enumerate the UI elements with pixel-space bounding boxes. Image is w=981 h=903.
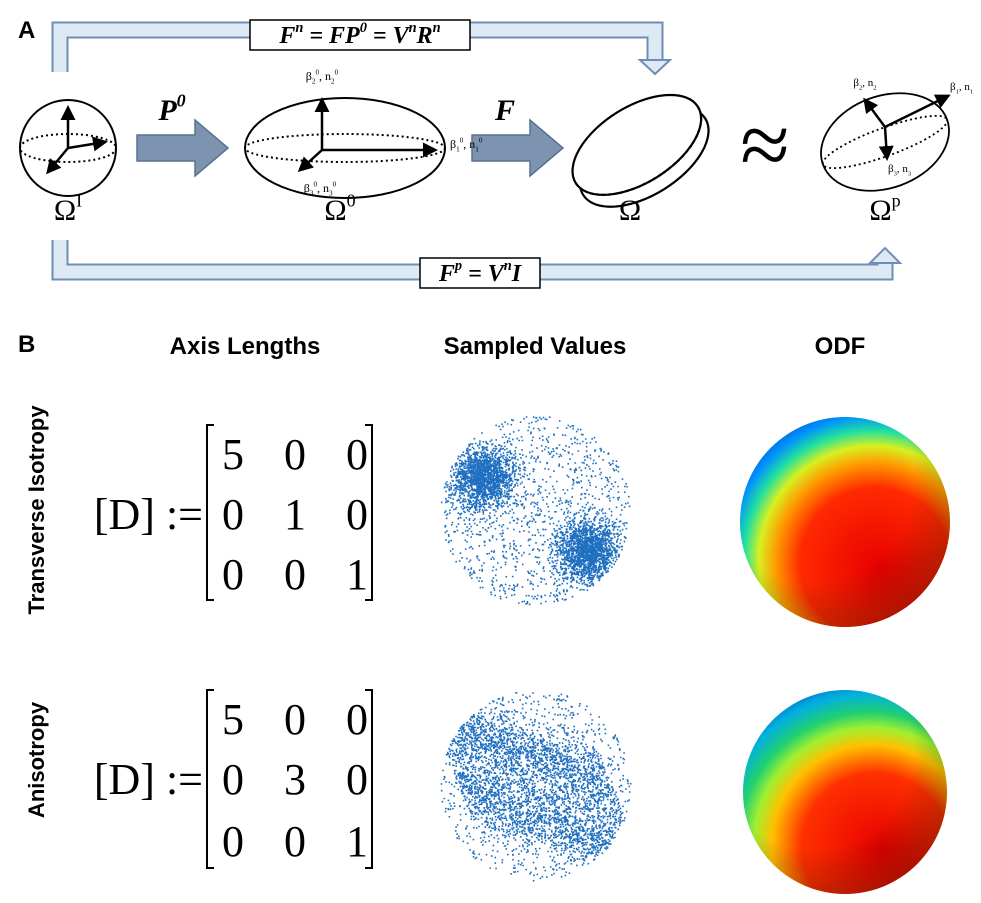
unit-sphere (20, 100, 116, 196)
matrix-entry: 0 (284, 695, 306, 744)
figure: AFn = FP0 = VnRnFp = VnIP0F≈ΩIΩ0ΩΩpβ20, … (0, 0, 981, 903)
subscript: 2 (331, 78, 335, 86)
subscript: 2 (312, 78, 316, 86)
axis-label: β10, n10 (450, 137, 483, 154)
odf-sphere (743, 690, 947, 894)
text-part: , n (862, 77, 874, 89)
superscript: p (453, 258, 462, 274)
matrix-entry: 0 (222, 490, 244, 539)
superscript: n (409, 20, 417, 36)
matrix-entry: 5 (222, 695, 244, 744)
column-header: Sampled Values (444, 333, 627, 360)
text-part: I (511, 261, 523, 287)
text-part: , n (319, 69, 331, 83)
subscript: 3 (908, 170, 912, 177)
matrix-entry: 0 (222, 817, 244, 866)
text-part: Ω (54, 194, 76, 227)
subscript: 1 (456, 146, 460, 154)
matrix-prefix: [D] := (94, 755, 203, 804)
matrix-entry: 3 (284, 755, 306, 804)
matrix-entry: 0 (284, 430, 306, 479)
text-part: = V (462, 261, 506, 287)
approx-sign: ≈ (740, 96, 789, 195)
sampled-values (441, 416, 632, 881)
ellipsoid (807, 76, 963, 208)
matrix-prefix: [D] := (94, 490, 203, 539)
axis-label: β20, n20 (306, 69, 339, 86)
text-part: F (438, 261, 455, 287)
text-part: , n (317, 181, 329, 195)
matrix-entry: 0 (346, 755, 368, 804)
arrow-label: P0 (157, 91, 185, 128)
shape-label: ΩI (54, 191, 82, 228)
arrow-label: F (494, 94, 515, 127)
text-part: Ω (869, 194, 891, 227)
matrix-entry: 0 (346, 490, 368, 539)
ellipsoid (245, 98, 445, 198)
equation: Fn = FP0 = VnRn (278, 20, 440, 49)
matrix-entry: 0 (284, 817, 306, 866)
matrix-entry: 0 (222, 755, 244, 804)
superscript: 0 (360, 20, 367, 36)
subscript: 2 (873, 84, 876, 91)
matrix-entry: 0 (346, 430, 368, 479)
column-header: Axis Lengths (170, 333, 321, 360)
matrix-entry: 1 (346, 550, 368, 599)
panel-label: B (18, 331, 35, 358)
text-part: , n (463, 137, 475, 151)
subscript: 1 (475, 146, 479, 154)
axis-label: β2, n2 (853, 77, 876, 91)
matrix-entry: 5 (222, 430, 244, 479)
superscript: 0 (347, 191, 356, 211)
text-part: , n (897, 163, 909, 175)
row-label: Anisotropy (24, 701, 49, 818)
point-cloud (441, 692, 632, 882)
text-part: = FP (303, 23, 360, 49)
matrix-entry: 0 (284, 550, 306, 599)
superscript: n (504, 258, 512, 274)
text-part: , n (959, 81, 971, 93)
block-arrow (137, 120, 228, 176)
row-label: Transverse Isotropy (24, 405, 49, 615)
superscript: 0 (335, 69, 339, 77)
superscript: 0 (479, 137, 483, 145)
text-part: Ω (619, 194, 641, 227)
shape-label: Ω (619, 194, 641, 227)
column-header: ODF (815, 333, 866, 360)
superscript: 0 (333, 181, 337, 189)
superscript: I (76, 191, 82, 211)
matrix-entry: 0 (222, 550, 244, 599)
matrix-entry: 1 (284, 490, 306, 539)
block-arrow (472, 120, 563, 176)
superscript: n (433, 20, 441, 36)
matrix-entry: 0 (346, 695, 368, 744)
superscript: p (892, 191, 901, 211)
panel-label: A (18, 17, 35, 44)
text-part: Ω (324, 194, 346, 227)
matrix-entry: 1 (346, 817, 368, 866)
subscript: 3 (310, 190, 314, 198)
text-part: F (494, 94, 515, 127)
subscript: 1 (970, 88, 973, 95)
superscript: n (295, 20, 303, 36)
text-part: F (278, 23, 295, 49)
axis-label: β1, n1 (950, 81, 973, 95)
odf-sphere (740, 417, 950, 627)
text-part: R (416, 23, 433, 49)
text-part: = V (367, 23, 411, 49)
text-part: P (157, 94, 177, 127)
point-cloud (441, 416, 630, 605)
shape-label: Ωp (869, 191, 900, 228)
superscript: 0 (177, 91, 186, 111)
axis-label: β3, n3 (888, 163, 912, 177)
subscript: 3 (329, 190, 333, 198)
